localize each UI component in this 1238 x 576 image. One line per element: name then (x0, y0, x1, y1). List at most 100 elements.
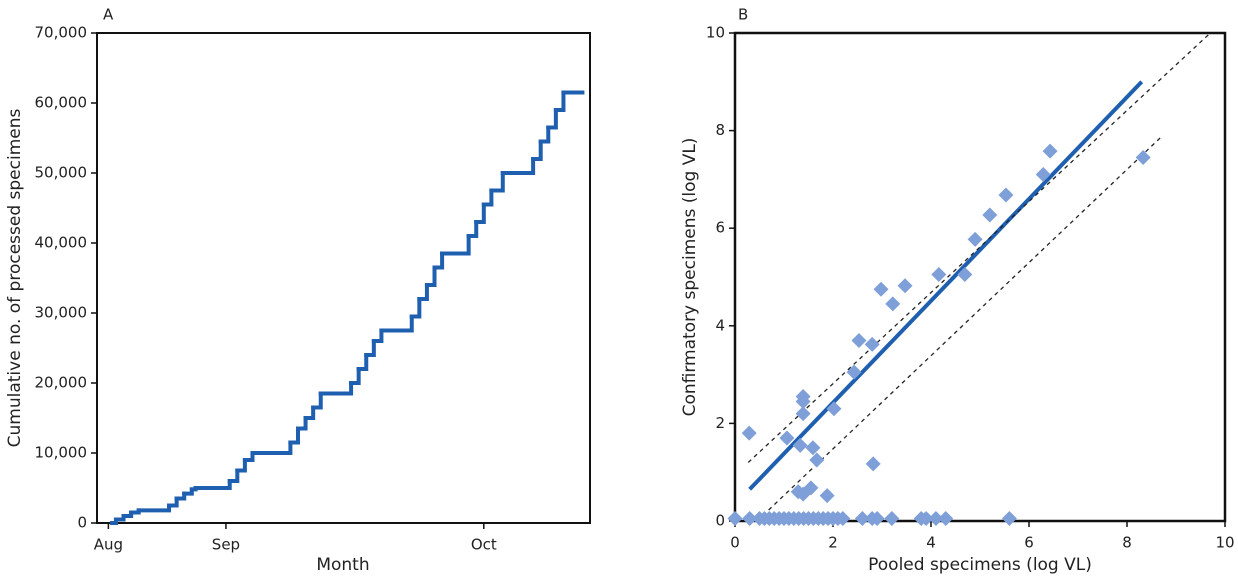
point (826, 401, 842, 417)
point (1035, 167, 1051, 183)
step-line (500, 157, 536, 175)
y-axis-title: Cumulative no. of processed specimens (5, 109, 25, 448)
step-line (481, 188, 494, 207)
point (795, 486, 811, 502)
x-axis-title: Pooled specimens (log VL) (868, 555, 1092, 575)
point (885, 296, 901, 312)
y-tick-label: 6 (715, 219, 725, 237)
point (1042, 143, 1058, 159)
step-line (546, 108, 558, 130)
step-line (136, 503, 172, 513)
point (864, 336, 880, 352)
step-line (250, 440, 293, 455)
point (931, 267, 947, 283)
point (851, 332, 867, 348)
step-line (371, 328, 384, 343)
y-tick-label: 20,000 (35, 374, 88, 392)
step-line (531, 139, 543, 161)
step-line (193, 479, 232, 490)
step-line (364, 339, 376, 357)
step-line (318, 381, 354, 396)
step-line (288, 426, 300, 445)
step-line (167, 496, 179, 508)
point (835, 511, 851, 527)
step-line (379, 314, 414, 333)
y-tick-label: 8 (715, 121, 725, 139)
point (873, 281, 889, 297)
step-line (356, 353, 369, 371)
step-line (553, 90, 566, 112)
confidence-line (756, 135, 1164, 522)
step-line (242, 451, 255, 462)
point (1001, 511, 1017, 527)
y-tick-label: 50,000 (35, 164, 88, 182)
point (982, 207, 998, 223)
point (998, 187, 1014, 203)
step-line (417, 283, 429, 301)
point (1135, 149, 1151, 165)
x-tick-label: 8 (1122, 534, 1132, 552)
x-tick-label: Oct (471, 536, 497, 554)
panel-title: B (738, 6, 748, 24)
x-tick-label: Aug (94, 536, 123, 554)
panel-title: A (103, 6, 114, 24)
point (967, 231, 983, 247)
point (795, 406, 811, 422)
x-axis-title: Month (316, 555, 369, 575)
y-tick-label: 70,000 (35, 24, 88, 42)
point (884, 511, 900, 527)
point (869, 511, 885, 527)
point (805, 440, 821, 456)
point (779, 430, 795, 446)
point (741, 425, 757, 441)
step-line (295, 416, 308, 431)
x-tick-label: Sep (212, 536, 240, 554)
step-line (489, 171, 505, 193)
point (865, 456, 881, 472)
step-line (227, 468, 240, 483)
point (957, 267, 973, 283)
y-tick-label: 2 (715, 414, 725, 432)
step-line (474, 202, 486, 224)
plot-frame (96, 32, 591, 524)
y-tick-label: 30,000 (35, 304, 88, 322)
step-line (409, 297, 422, 319)
y-tick-label: 0 (715, 512, 725, 530)
point (727, 511, 743, 527)
step-line (311, 391, 323, 410)
step-line (349, 367, 361, 385)
step-line (432, 251, 445, 270)
x-tick-label: 10 (1215, 534, 1234, 552)
point (938, 511, 954, 527)
step-line (235, 458, 247, 473)
point (854, 511, 870, 527)
y-tick-label: 4 (715, 316, 725, 334)
point (792, 437, 808, 453)
point (809, 452, 825, 468)
x-tick-label: 4 (926, 534, 936, 552)
point (795, 393, 811, 409)
point (897, 278, 913, 294)
step-line (424, 265, 437, 287)
point (918, 511, 934, 527)
y-tick-label: 10 (706, 24, 725, 42)
y-tick-label: 10,000 (35, 444, 88, 462)
confidence-line (747, 32, 1211, 463)
step-line (466, 220, 479, 238)
step-line (303, 405, 316, 420)
x-tick-label: 2 (828, 534, 838, 552)
point (846, 364, 862, 380)
x-tick-label: 6 (1024, 534, 1034, 552)
step-line (538, 125, 551, 144)
x-tick-label: 0 (730, 534, 740, 552)
y-tick-label: 40,000 (35, 234, 88, 252)
point (928, 511, 944, 527)
point (819, 488, 835, 504)
y-axis-title: Confirmatory specimens (log VL) (680, 138, 700, 417)
y-tick-label: 0 (77, 514, 87, 532)
step-line (440, 234, 471, 256)
point (742, 511, 758, 527)
y-tick-label: 60,000 (35, 94, 88, 112)
plot-frame (733, 31, 1227, 523)
